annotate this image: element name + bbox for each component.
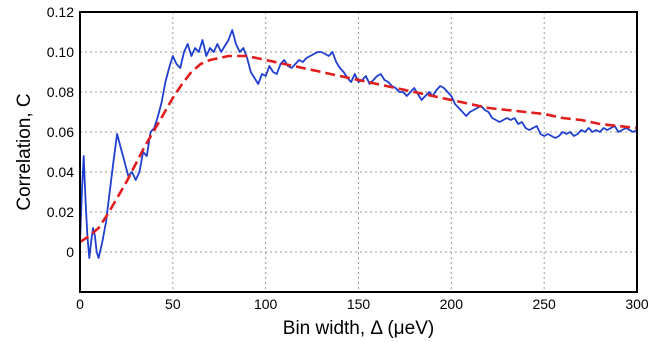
series-layer: [79, 29, 638, 259]
x-tick-labels: 0 50 100 150 200 250 300: [76, 296, 649, 312]
fit-series-line: [79, 54, 638, 244]
x-tick-label: 100: [254, 296, 278, 312]
y-tick-label: 0: [66, 244, 74, 260]
x-tick-label: 250: [532, 296, 556, 312]
measured-series-line: [79, 29, 638, 259]
x-tick-label: 0: [76, 296, 84, 312]
x-tick-label: 200: [440, 296, 464, 312]
x-tick-label: 50: [165, 296, 181, 312]
y-tick-labels: 0 0.02 0.04 0.06 0.08 0.10 0.12: [47, 4, 74, 260]
x-axis-title: Bin width, Δ (μeV): [283, 318, 434, 339]
y-tick-label: 0.10: [47, 44, 74, 60]
y-tick-label: 0.12: [47, 4, 74, 20]
y-axis-title: Correlation, C: [14, 93, 35, 210]
grid-lines: [80, 12, 637, 292]
plot-frame: [79, 11, 638, 293]
y-tick-label: 0.06: [47, 124, 74, 140]
x-tick-label: 300: [625, 296, 649, 312]
y-tick-label: 0.02: [47, 204, 74, 220]
y-tick-label: 0.04: [47, 164, 74, 180]
x-tick-label: 150: [347, 296, 371, 312]
y-tick-label: 0.08: [47, 84, 74, 100]
